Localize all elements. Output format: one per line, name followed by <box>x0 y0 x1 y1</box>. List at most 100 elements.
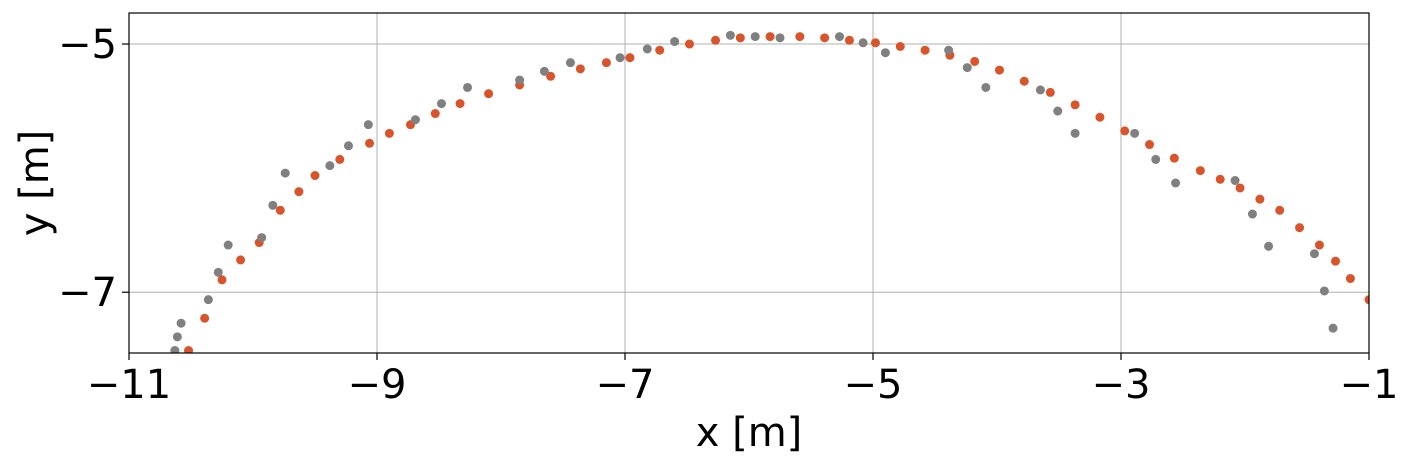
point <box>1364 295 1369 305</box>
point <box>1235 183 1245 193</box>
point <box>1070 128 1080 138</box>
point <box>625 53 635 63</box>
point <box>944 45 954 55</box>
x-tick-label: −11 <box>87 362 171 408</box>
y-axis-label: y [m] <box>12 130 58 237</box>
point <box>575 64 585 74</box>
point <box>1130 128 1140 138</box>
point <box>1095 112 1105 122</box>
point <box>268 200 278 210</box>
point <box>410 115 420 125</box>
point <box>750 32 760 42</box>
point <box>565 58 575 68</box>
point <box>1295 223 1305 233</box>
point <box>1264 241 1274 251</box>
point <box>200 313 210 323</box>
point <box>775 33 785 43</box>
point <box>176 318 186 328</box>
point <box>725 30 735 40</box>
point <box>1247 209 1257 219</box>
point <box>920 45 930 55</box>
point <box>217 275 227 285</box>
point <box>436 99 446 109</box>
point <box>1215 174 1225 184</box>
point <box>257 233 267 243</box>
point <box>1331 256 1341 266</box>
point <box>1045 87 1055 97</box>
point <box>615 53 625 63</box>
point <box>280 168 290 178</box>
point <box>463 82 473 92</box>
point <box>1328 323 1338 333</box>
point <box>870 38 880 48</box>
point <box>1230 176 1240 186</box>
point <box>170 346 180 353</box>
point <box>310 171 320 181</box>
point <box>1035 85 1045 95</box>
point <box>1345 274 1355 284</box>
point <box>820 33 830 43</box>
point <box>962 63 972 73</box>
point <box>895 42 905 52</box>
point <box>484 89 494 99</box>
point <box>365 138 375 148</box>
point <box>1319 286 1329 296</box>
point <box>711 35 721 45</box>
plot-frame <box>128 12 1370 354</box>
point <box>294 187 304 197</box>
points <box>170 30 1369 353</box>
point <box>1019 76 1029 86</box>
point <box>795 32 805 42</box>
point <box>172 332 182 342</box>
point <box>1255 194 1265 204</box>
point <box>203 295 213 305</box>
point <box>981 82 991 92</box>
point <box>642 44 652 54</box>
y-tick-label: −5 <box>58 22 117 68</box>
point <box>223 240 233 250</box>
point <box>670 37 680 47</box>
point <box>515 75 525 85</box>
point <box>1314 240 1324 250</box>
point <box>539 66 549 76</box>
point <box>1053 106 1063 116</box>
point <box>735 33 745 43</box>
x-axis-label: x [m] <box>696 410 803 456</box>
point <box>1195 166 1205 176</box>
x-tick-label: −7 <box>596 362 655 408</box>
point <box>1275 205 1285 215</box>
point <box>275 205 285 215</box>
x-tick-label: −1 <box>1340 362 1399 408</box>
point <box>236 255 246 265</box>
x-tick-label: −3 <box>1092 362 1151 408</box>
point <box>1171 178 1181 188</box>
point <box>335 154 345 164</box>
point <box>880 48 890 58</box>
point <box>844 35 854 45</box>
point <box>343 141 353 151</box>
point <box>765 32 775 42</box>
point <box>546 71 556 81</box>
point <box>1120 126 1130 136</box>
x-tick-label: −5 <box>844 362 903 408</box>
point <box>1309 249 1319 259</box>
point <box>994 65 1004 75</box>
point <box>1145 140 1155 150</box>
point <box>1169 153 1179 163</box>
point <box>384 128 394 138</box>
point <box>363 120 373 130</box>
point <box>325 161 335 171</box>
point <box>213 267 223 277</box>
x-tick-label: −9 <box>348 362 407 408</box>
point <box>655 45 665 55</box>
point <box>1070 100 1080 110</box>
ticks: −11 −9 −7 −5 −3 −1 −7 −5 <box>58 22 1398 408</box>
point <box>970 56 980 66</box>
point <box>858 38 868 48</box>
point <box>835 32 845 42</box>
point <box>184 346 194 353</box>
point <box>430 109 440 119</box>
point <box>684 39 694 49</box>
point <box>1151 154 1161 164</box>
